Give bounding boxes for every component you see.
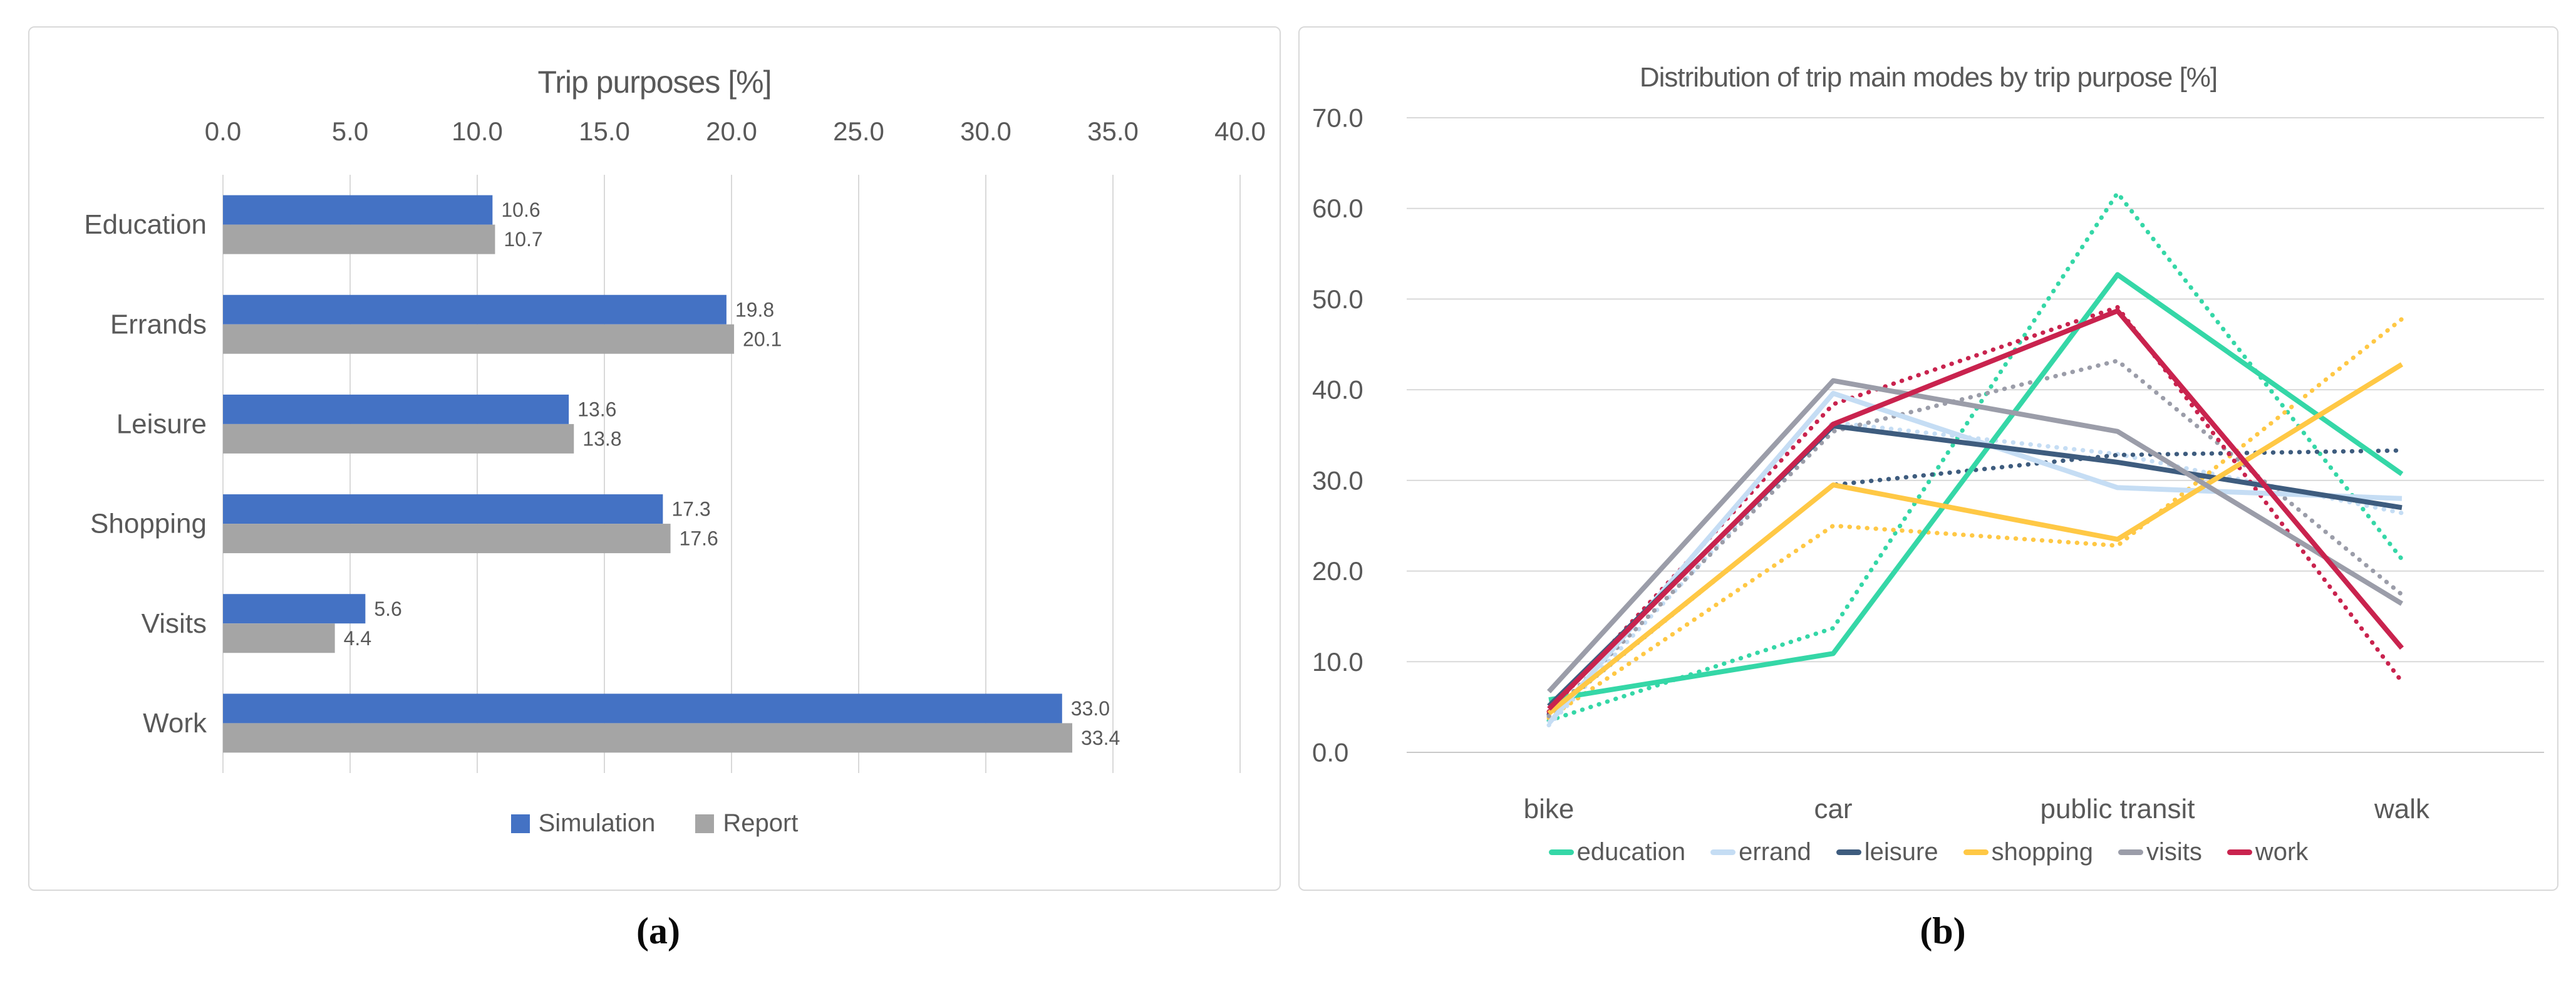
bar-value-label: 10.7 (504, 228, 542, 251)
bar-value-label: 10.6 (501, 199, 540, 221)
legend-line-marker-shopping (1963, 849, 1989, 855)
bar-simulation-shopping (223, 494, 663, 524)
bar-simulation-education (223, 195, 493, 225)
bar-simulation-errands (223, 294, 727, 324)
bar-value-label: 19.8 (735, 298, 774, 321)
bar-simulation-work (223, 693, 1062, 724)
bar-chart-x-tick-label: 20.0 (706, 117, 757, 146)
legend-line-marker-visits (2118, 849, 2143, 855)
legend-swatch-report (695, 814, 715, 833)
bar-value-label: 17.3 (671, 498, 710, 521)
bar-chart-x-tick-label: 30.0 (960, 117, 1011, 146)
bar-chart-x-tick-label: 10.0 (452, 117, 503, 146)
line-education-solid (1548, 272, 2404, 703)
bar-report-shopping (223, 524, 671, 554)
line-chart-y-tick-label: 10.0 (1312, 647, 1363, 677)
legend-label: leisure (1864, 838, 1938, 866)
bar-chart-x-tick-label: 25.0 (833, 117, 884, 146)
legend-label: shopping (1991, 838, 2093, 866)
line-shopping-solid (1547, 362, 2404, 715)
panel-a-bar-chart: 0.0 5.0 10.0 15.0 20.0 25.0 30.0 35.0 40.0 Educat… (28, 26, 1281, 891)
line-shopping-dotted (1546, 316, 2404, 720)
bar-value-label: 33.4 (1081, 727, 1120, 749)
bar-chart-category-label: Education (84, 209, 207, 240)
bar-chart-svg: 0.0 5.0 10.0 15.0 20.0 25.0 30.0 35.0 40.0 Educat… (84, 117, 1266, 773)
line-chart-y-tick-label: 30.0 (1312, 465, 1363, 495)
bar-chart-x-tick-label: 40.0 (1214, 117, 1266, 146)
legend-item-work: work (2227, 838, 2308, 866)
bar-value-label: 33.0 (1071, 697, 1110, 720)
line-errand-solid (1546, 390, 2403, 725)
line-chart-y-tick-label: 20.0 (1312, 556, 1363, 586)
bar-chart-legend: Simulation Report (29, 809, 1280, 838)
legend-label: Report (723, 809, 799, 837)
bar-report-errands (223, 324, 735, 354)
legend-line-marker-errand (1710, 849, 1736, 855)
bar-simulation-visits (223, 594, 366, 624)
bar-chart-category-label: Errands (110, 309, 207, 340)
line-chart-x-label: car (1814, 794, 1852, 824)
bar-chart-category-label: Visits (142, 608, 207, 639)
legend-line-marker-work (2227, 849, 2252, 855)
bar-chart-category-label: Leisure (116, 408, 207, 439)
bar-value-label: 20.1 (743, 328, 782, 350)
bar-value-label: 17.6 (680, 527, 718, 550)
line-chart-y-tick-label: 0.0 (1312, 738, 1348, 767)
bar-value-label: 13.8 (582, 427, 621, 450)
bar-chart-title: Trip purposes [%] (537, 65, 772, 100)
legend-line-marker-education (1548, 849, 1574, 855)
legend-item-education: education (1548, 838, 1686, 866)
bar-report-education (223, 224, 495, 254)
legend-swatch-simulation (510, 814, 530, 833)
line-chart-y-tick-label: 40.0 (1312, 375, 1363, 405)
legend-item-visits: visits (2118, 838, 2202, 866)
bar-value-label: 4.4 (344, 627, 371, 650)
legend-label: Simulation (538, 809, 656, 837)
legend-item-leisure: leisure (1836, 838, 1938, 866)
line-chart-legend: education errand leisure shopping visits work (1300, 838, 2557, 866)
bar-chart-x-tick-label: 5.0 (332, 117, 368, 146)
bar-chart-category-label: Shopping (90, 509, 207, 539)
legend-line-marker-leisure (1836, 849, 1861, 855)
legend-label: education (1576, 838, 1686, 866)
legend-item-shopping: shopping (1963, 838, 2093, 866)
bar-chart-x-tick-label: 35.0 (1087, 117, 1139, 146)
legend-label: visits (2146, 838, 2202, 866)
line-chart-x-label: public transit (2040, 794, 2195, 824)
bar-report-work (223, 723, 1073, 753)
bar-report-visits (223, 623, 335, 653)
bar-value-label: 13.6 (577, 398, 616, 420)
caption-a: (a) (636, 910, 680, 952)
line-visits-solid (1547, 378, 2404, 693)
panel-b-line-chart: 70.0 60.0 50.0 40.0 30.0 20.0 10.0 0.0 bike car pu… (1298, 26, 2558, 891)
line-chart-x-label: walk (2374, 794, 2430, 824)
legend-label: errand (1739, 838, 1811, 866)
line-chart-title: Distribution of trip main modes by trip … (1639, 62, 2218, 93)
line-education-dotted (1546, 190, 2404, 723)
line-chart-x-label: bike (1524, 794, 1575, 824)
line-visits-dotted (1546, 358, 2404, 719)
bar-value-label: 5.6 (374, 598, 401, 620)
bar-chart-x-tick-label: 15.0 (579, 117, 630, 146)
legend-item-errand: errand (1710, 838, 1811, 866)
bar-chart-x-tick-label: 0.0 (205, 117, 241, 146)
line-chart-svg: 70.0 60.0 50.0 40.0 30.0 20.0 10.0 0.0 bike car pu… (1312, 103, 2544, 824)
bar-report-leisure (223, 423, 574, 454)
legend-item-report: Report (695, 809, 798, 838)
legend-item-simulation: Simulation (510, 809, 656, 838)
bar-chart-category-label: Work (143, 708, 207, 739)
line-chart-y-tick-label: 50.0 (1312, 284, 1363, 314)
line-chart-y-tick-label: 70.0 (1312, 103, 1363, 133)
line-work-solid (1547, 308, 2404, 711)
legend-label: work (2255, 838, 2309, 866)
bar-simulation-leisure (223, 394, 569, 424)
line-chart-y-tick-label: 60.0 (1312, 194, 1363, 223)
caption-b: (b) (1920, 910, 1966, 952)
